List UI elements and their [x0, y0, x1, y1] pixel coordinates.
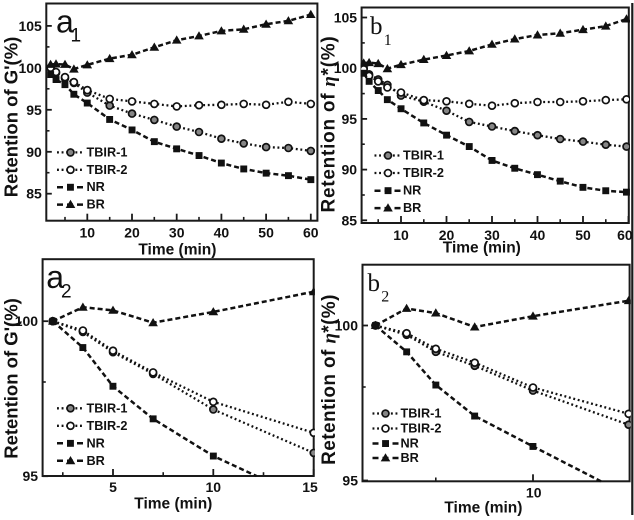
svg-text:Retention of η*(%): Retention of η*(%) — [319, 36, 340, 213]
svg-text:10: 10 — [206, 479, 222, 495]
svg-text:10: 10 — [393, 227, 409, 243]
svg-text:2: 2 — [61, 282, 72, 303]
svg-text:100: 100 — [335, 318, 359, 334]
svg-text:BR: BR — [401, 451, 419, 465]
svg-text:TBIR-1: TBIR-1 — [401, 407, 442, 421]
svg-text:30: 30 — [169, 224, 185, 240]
svg-text:2: 2 — [381, 289, 389, 306]
svg-text:NR: NR — [87, 436, 105, 450]
svg-text:a: a — [56, 4, 74, 40]
svg-text:Retention of G'(%): Retention of G'(%) — [1, 37, 22, 198]
svg-text:TBIR-2: TBIR-2 — [401, 422, 442, 436]
svg-text:15: 15 — [302, 479, 318, 495]
svg-text:105: 105 — [334, 10, 358, 26]
svg-text:5: 5 — [109, 479, 117, 495]
svg-text:40: 40 — [214, 224, 230, 240]
svg-text:95: 95 — [342, 111, 358, 127]
svg-text:TBIR-2: TBIR-2 — [87, 163, 128, 177]
svg-text:20: 20 — [124, 224, 140, 240]
svg-text:50: 50 — [575, 227, 591, 243]
svg-text:BR: BR — [403, 201, 421, 215]
svg-text:95: 95 — [342, 473, 358, 489]
svg-text:95: 95 — [23, 468, 39, 484]
svg-text:b: b — [368, 270, 381, 297]
svg-text:85: 85 — [342, 212, 358, 228]
svg-text:60: 60 — [617, 227, 633, 243]
svg-text:a: a — [46, 259, 64, 295]
svg-text:TBIR-2: TBIR-2 — [403, 166, 444, 180]
svg-text:60: 60 — [303, 224, 319, 240]
svg-text:BR: BR — [87, 454, 105, 468]
svg-text:105: 105 — [18, 18, 42, 34]
svg-text:40: 40 — [530, 227, 546, 243]
svg-text:b: b — [370, 13, 383, 40]
svg-text:Time (min): Time (min) — [134, 496, 212, 513]
svg-text:100: 100 — [334, 60, 358, 76]
svg-text:NR: NR — [401, 437, 419, 451]
svg-text:10: 10 — [526, 485, 542, 501]
svg-text:Time (min): Time (min) — [444, 500, 522, 517]
svg-text:95: 95 — [26, 102, 42, 118]
svg-text:Time (min): Time (min) — [443, 240, 521, 257]
svg-text:TBIR-2: TBIR-2 — [87, 419, 128, 433]
svg-text:TBIR-1: TBIR-1 — [403, 149, 444, 163]
svg-text:BR: BR — [87, 198, 105, 212]
svg-text:1: 1 — [384, 32, 392, 49]
svg-text:90: 90 — [26, 144, 42, 160]
svg-text:50: 50 — [258, 224, 274, 240]
svg-text:85: 85 — [26, 186, 42, 202]
svg-text:100: 100 — [15, 313, 39, 329]
svg-text:1: 1 — [71, 26, 82, 47]
svg-text:20: 20 — [439, 227, 455, 243]
svg-text:Retention of η*(%): Retention of η*(%) — [319, 294, 340, 465]
svg-text:90: 90 — [342, 162, 358, 178]
svg-text:NR: NR — [87, 180, 105, 194]
svg-text:100: 100 — [18, 60, 42, 76]
svg-text:10: 10 — [80, 224, 96, 240]
svg-text:Time (min): Time (min) — [138, 241, 216, 258]
svg-text:Retention of G'(%): Retention of G'(%) — [1, 298, 22, 459]
svg-text:30: 30 — [484, 227, 500, 243]
svg-text:TBIR-1: TBIR-1 — [87, 145, 128, 159]
svg-text:TBIR-1: TBIR-1 — [87, 401, 128, 415]
svg-text:NR: NR — [403, 184, 421, 198]
